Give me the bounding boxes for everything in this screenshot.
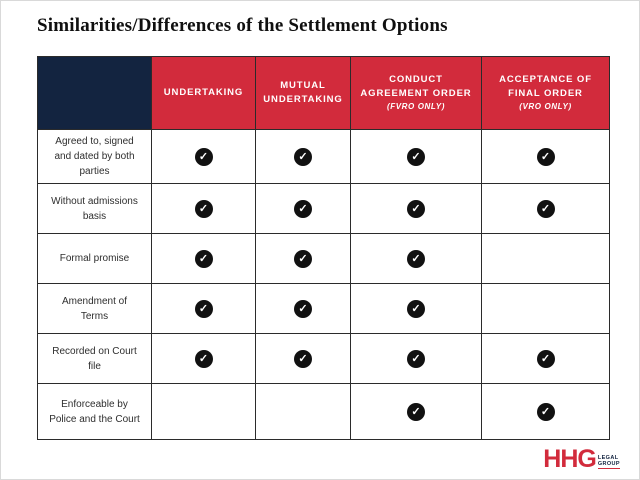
check-icon: ✓ — [294, 148, 312, 167]
check-icon: ✓ — [294, 250, 312, 269]
check-cell: ✓ — [350, 129, 482, 184]
column-header-sublabel: (VRO ONLY) — [519, 102, 572, 112]
check-cell: ✓ — [151, 129, 256, 184]
column-header-2: CONDUCT AGREEMENT ORDER (FVRO ONLY) — [350, 56, 482, 130]
check-icon: ✓ — [194, 250, 213, 269]
logo-subtext: LEGAL GROUP — [597, 454, 620, 469]
check-cell: ✓ — [481, 183, 610, 234]
check-icon: ✓ — [407, 300, 425, 319]
check-cell: ✓ — [481, 129, 610, 184]
table-row: Without admissions basis ✓ ✓ ✓ ✓ — [37, 183, 610, 234]
check-icon: ✓ — [407, 200, 425, 219]
check-cell: ✓ — [255, 183, 351, 234]
column-header-label: CONDUCT AGREEMENT ORDER — [360, 73, 472, 99]
table-row: Formal promise ✓ ✓ ✓ — [37, 233, 610, 284]
column-header-label: UNDERTAKING — [163, 87, 244, 99]
column-header-0: UNDERTAKING — [151, 56, 256, 130]
corner-cell — [37, 56, 152, 130]
check-icon: ✓ — [194, 148, 213, 167]
column-header-1: MUTUAL UNDERTAKING — [255, 56, 351, 130]
check-icon: ✓ — [407, 403, 425, 422]
table-header-row: UNDERTAKING MUTUAL UNDERTAKING CONDUCT AGR… — [37, 56, 610, 130]
row-label: Formal promise — [37, 233, 152, 284]
check-icon: ✓ — [194, 350, 213, 369]
check-cell: ✓ — [255, 333, 351, 384]
row-label: Enforceable by Police and the Court — [37, 383, 152, 440]
check-icon: ✓ — [536, 350, 555, 369]
check-icon: ✓ — [294, 300, 312, 319]
check-cell: ✓ — [151, 233, 256, 284]
row-label: Amendment of Terms — [37, 283, 152, 334]
check-icon: ✓ — [407, 148, 425, 167]
page-title: Similarities/Differences of the Settleme… — [37, 15, 448, 36]
check-icon: ✓ — [407, 350, 425, 369]
check-cell: ✓ — [350, 233, 482, 284]
check-icon: ✓ — [536, 200, 555, 219]
check-cell — [151, 383, 256, 440]
check-icon: ✓ — [536, 148, 555, 167]
check-cell: ✓ — [350, 383, 482, 440]
check-cell: ✓ — [255, 283, 351, 334]
check-icon: ✓ — [536, 403, 555, 422]
check-cell: ✓ — [350, 333, 482, 384]
check-cell: ✓ — [255, 233, 351, 284]
check-cell — [255, 383, 351, 440]
check-icon: ✓ — [194, 300, 213, 319]
row-label: Agreed to, signed and dated by both part… — [37, 129, 152, 184]
table-row: Enforceable by Police and the Court ✓ ✓ — [37, 383, 610, 440]
check-cell: ✓ — [151, 183, 256, 234]
check-icon: ✓ — [194, 200, 213, 219]
check-cell — [481, 283, 610, 334]
row-label: Recorded on Court file — [37, 333, 152, 384]
check-cell: ✓ — [255, 129, 351, 184]
check-cell — [481, 233, 610, 284]
table-row: Recorded on Court file ✓ ✓ ✓ ✓ — [37, 333, 610, 384]
column-header-label: ACCEPTANCE OF FINAL ORDER — [499, 73, 592, 99]
check-cell: ✓ — [481, 383, 610, 440]
settlement-options-table: UNDERTAKING MUTUAL UNDERTAKING CONDUCT AGR… — [37, 56, 610, 440]
check-icon: ✓ — [294, 200, 312, 219]
check-cell: ✓ — [350, 183, 482, 234]
check-cell: ✓ — [350, 283, 482, 334]
check-cell: ✓ — [151, 283, 256, 334]
column-header-sublabel: (FVRO ONLY) — [386, 102, 445, 112]
row-label: Without admissions basis — [37, 183, 152, 234]
check-icon: ✓ — [294, 350, 312, 369]
check-cell: ✓ — [481, 333, 610, 384]
column-header-label: MUTUAL UNDERTAKING — [263, 80, 343, 105]
hhg-legal-group-logo: HHG LEGAL GROUP — [543, 444, 620, 473]
check-icon: ✓ — [407, 250, 425, 269]
table-row: Agreed to, signed and dated by both part… — [37, 129, 610, 184]
column-header-3: ACCEPTANCE OF FINAL ORDER (VRO ONLY) — [481, 56, 610, 130]
table-row: Amendment of Terms ✓ ✓ ✓ — [37, 283, 610, 334]
logo-text: HHG — [543, 444, 597, 473]
check-cell: ✓ — [151, 333, 256, 384]
